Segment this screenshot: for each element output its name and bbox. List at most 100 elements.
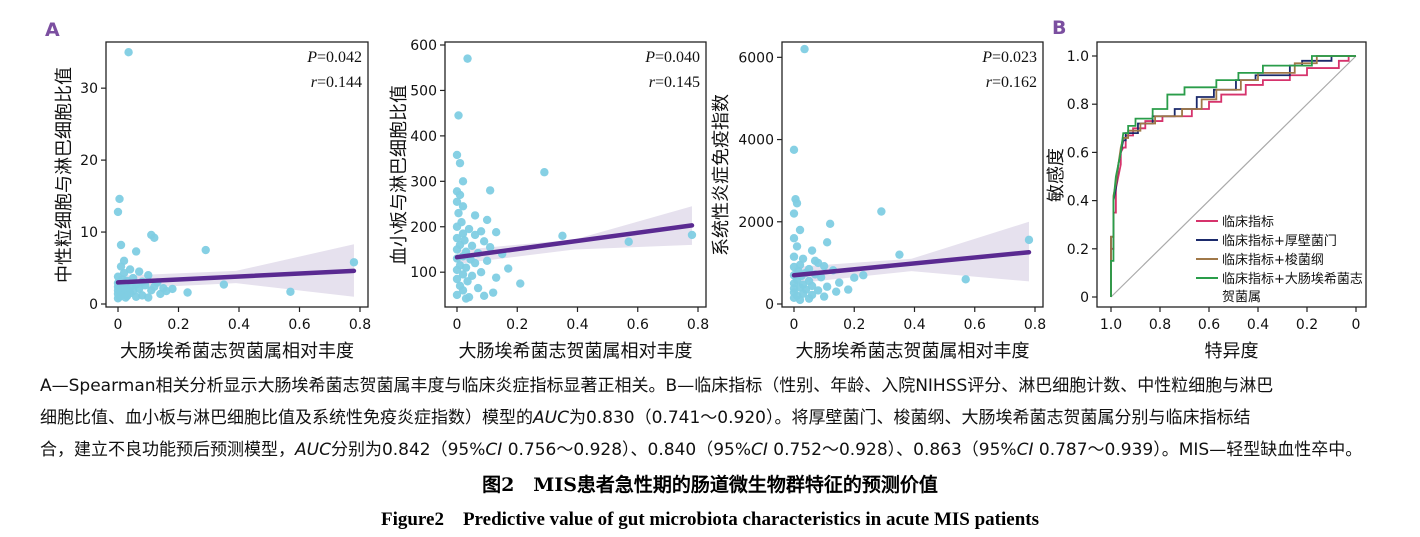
confidence-band [457,206,692,265]
x-tick-label: 0 [1352,317,1361,333]
y-tick-label: 20 [80,153,98,169]
figure-2: A B0 0.2 0.4 0.6 0.80102030P=0.042r=0.144大肠埃希… [45,17,1367,362]
data-point [452,265,462,275]
data-point [349,258,359,267]
y-tick-label: 2000 [738,215,774,231]
regression-line [115,268,357,285]
data-point [467,241,477,251]
annotation-value: =0.040 [655,49,700,66]
caption-note-line-2: 细胞比值、血小板与淋巴细胞比值及系统性免疫炎症指数）模型的AUC为0.830（0… [40,404,1380,433]
y-tick-label: 10 [80,225,98,241]
panel-label-a: A [45,19,60,41]
confidence-band [118,244,354,297]
annotation-r-value: r=0.162 [986,74,1037,91]
data-point [819,292,829,301]
caption-text-segment: 分别为0.842（95% [330,440,486,460]
data-point [482,215,492,225]
data-point [792,242,802,251]
data-point [458,202,468,211]
data-point [844,285,853,294]
data-point [470,258,480,268]
data-point [482,256,492,266]
annotation-symbol: r [986,74,993,91]
data-point [1024,235,1034,245]
data-point [286,287,295,296]
annotation-symbol: r [649,74,656,91]
data-point [800,44,809,54]
x-tick-label: 0.4 [228,317,250,333]
data-point [789,145,799,155]
y-axis-label: 血小板与淋巴细胞比值 [389,85,410,265]
data-point [458,177,468,186]
y-tick-label: 0 [1080,290,1089,306]
data-point [452,222,462,231]
data-point [219,280,229,289]
y-tick-label: 0.6 [1067,145,1089,161]
data-point [116,262,126,271]
x-tick-label: 0 [114,317,123,333]
data-point [491,228,501,237]
data-point [488,288,498,297]
regression-line [791,249,1032,278]
data-point [461,294,471,303]
data-point [789,234,799,243]
caption-title-cn: 图2 MIS患者急性期的肠道微生物群特征的预测价值 [482,474,938,496]
data-point [807,246,817,255]
data-point [540,168,549,177]
data-point [463,277,472,286]
data-point [455,158,465,168]
data-point [452,290,462,300]
data-point [470,230,480,240]
caption-text-segment: CI [751,440,768,460]
data-point [150,233,159,243]
y-tick-label: 0 [765,297,774,313]
data-point [124,47,133,57]
panel-label-b: B [1052,17,1066,39]
data-point [144,271,153,280]
data-point [834,278,844,287]
data-point [476,267,486,277]
x-tick-label: 0.8 [1149,317,1171,333]
x-axis-label: 大肠埃希菌志贺菌属相对丰度 [120,341,354,362]
caption-text-segment: 合，建立不良功能预后预测模型， [40,440,295,460]
x-tick-label: 0.6 [964,317,986,333]
x-tick-label: 0.6 [1198,317,1220,333]
caption-note-line-3: 合，建立不良功能预后预测模型，AUC分别为0.842（95% CI 0.756～0… [40,436,1380,465]
data-point [452,245,462,254]
x-tick-label: 0.8 [1024,317,1046,333]
data-point [810,256,820,266]
caption-text-segment: A—Spearman相关分析显示大肠埃希菌志贺菌属丰度与临床炎症指标显著正相关。… [40,376,1274,396]
caption-text-segment: 0.752～0.928）、0.863（95% [767,440,1017,460]
regression-line [454,223,695,260]
annotation-r-value: r=0.145 [649,74,700,91]
data-point [150,282,159,291]
y-axis-label: 敏感度 [1046,148,1067,202]
data-point [134,267,144,276]
data-point [789,252,799,261]
x-axis-label: 大肠埃希菌志贺菌属相对丰度 [459,341,693,362]
data-point [458,229,468,238]
data-point [464,224,474,234]
data-point [479,291,489,301]
annotation-p-value: P=0.023 [981,49,1037,66]
y-tick-label: 30 [80,81,98,97]
x-tick-label: 0.4 [1247,317,1269,333]
data-point [115,194,124,204]
plot-frame-3 [781,41,1044,308]
data-point [792,199,802,208]
legend-label: 临床指标 [1222,215,1274,230]
caption-text-segment: CI [1016,440,1034,460]
y-tick-label: 300 [410,174,437,190]
annotation-symbol: P [981,49,992,66]
caption-text-segment: AUC [295,440,331,460]
data-point [479,237,489,246]
caption-text-segment: 0.756～0.928）、0.840（95% [502,440,751,460]
annotation-r-value: r=0.144 [311,74,362,91]
confidence-band [794,221,1029,284]
annotation-value: =0.023 [992,49,1037,66]
roc-curve-4 [1110,55,1356,297]
y-tick-label: 6000 [738,50,774,66]
x-tick-label: 0.4 [903,317,925,333]
data-point [473,283,483,293]
x-tick-label: 0 [453,317,462,333]
